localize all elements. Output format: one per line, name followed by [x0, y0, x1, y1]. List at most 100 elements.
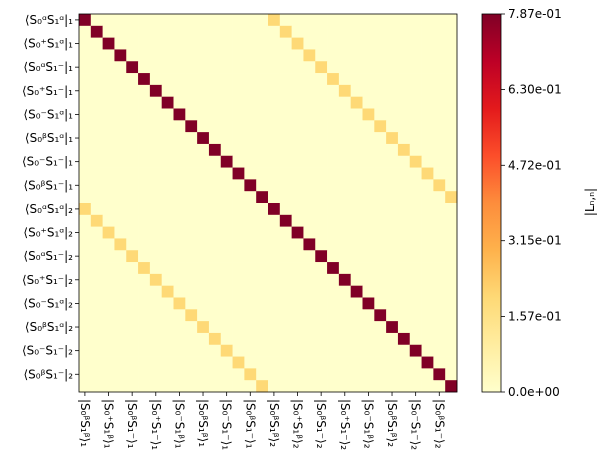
cell	[327, 250, 340, 263]
cell	[386, 167, 399, 180]
cell	[433, 120, 446, 133]
cell	[102, 203, 115, 216]
cell	[445, 143, 458, 157]
cell	[433, 25, 446, 38]
cell	[433, 179, 446, 192]
cell	[303, 49, 316, 62]
cell	[315, 96, 328, 109]
cell	[256, 273, 269, 286]
cell	[350, 356, 363, 369]
cell	[279, 179, 292, 192]
cell	[386, 226, 399, 239]
cell	[291, 61, 304, 74]
cell	[303, 14, 316, 27]
cell	[185, 155, 198, 168]
cell	[279, 238, 292, 251]
cell	[208, 226, 222, 239]
cell	[445, 108, 458, 121]
cell	[220, 380, 233, 393]
cell	[445, 84, 458, 97]
cell	[102, 368, 115, 381]
cell	[232, 143, 245, 157]
y-tick-label: ⟨S₀⁻S₁⁻|₁	[22, 155, 73, 169]
x-tick-label: |S₀⁻S₁⁻⟩₂	[409, 399, 423, 450]
cell	[374, 73, 387, 86]
cell	[90, 226, 103, 239]
cell	[421, 380, 434, 393]
cell	[409, 262, 422, 275]
cell	[232, 155, 245, 168]
cell	[161, 61, 174, 74]
cell	[208, 96, 222, 109]
cell	[315, 309, 328, 322]
cell	[397, 238, 411, 251]
cell	[445, 167, 458, 180]
cell	[386, 49, 399, 62]
cell	[126, 179, 139, 192]
cell	[161, 108, 174, 121]
cell	[149, 226, 162, 239]
cell	[161, 273, 174, 286]
cell	[161, 96, 174, 109]
cell	[374, 214, 387, 227]
cell	[256, 368, 269, 381]
cell	[338, 49, 351, 62]
cell	[279, 321, 292, 334]
cell	[386, 238, 399, 251]
cell	[303, 179, 316, 192]
cell	[244, 14, 257, 27]
cell	[291, 214, 304, 227]
cell	[409, 297, 422, 310]
cell	[256, 49, 269, 62]
cell	[374, 262, 387, 275]
cell	[244, 285, 257, 298]
cell	[327, 155, 340, 168]
cell	[90, 167, 103, 180]
cell	[445, 49, 458, 62]
cell	[256, 191, 269, 204]
colorbar-tick-label: 6.30e-01	[508, 82, 562, 96]
cell	[126, 61, 139, 74]
cell	[327, 191, 340, 204]
cell	[185, 321, 198, 334]
cell	[79, 285, 92, 298]
cell	[138, 356, 151, 369]
cell	[149, 297, 162, 310]
cell	[138, 285, 151, 298]
cell	[421, 273, 434, 286]
cell	[114, 108, 127, 121]
cell	[386, 84, 399, 97]
cell	[173, 262, 186, 275]
cell	[303, 321, 316, 334]
cell	[291, 143, 304, 157]
cell	[315, 321, 328, 334]
cell	[268, 380, 281, 393]
cell	[291, 368, 304, 381]
cell	[303, 37, 316, 50]
cell	[114, 332, 127, 346]
cell	[185, 191, 198, 204]
cell	[244, 356, 257, 369]
cell	[114, 238, 127, 251]
cell	[138, 203, 151, 216]
cell	[315, 61, 328, 74]
cell	[362, 321, 375, 334]
cell	[386, 214, 399, 227]
cell	[303, 155, 316, 168]
cell	[232, 368, 245, 381]
cell	[386, 344, 399, 357]
cell	[220, 96, 233, 109]
cell	[386, 108, 399, 121]
cell	[409, 309, 422, 322]
cell	[362, 14, 375, 27]
cell	[303, 262, 316, 275]
cell	[421, 73, 434, 86]
cell	[350, 214, 363, 227]
cell	[79, 61, 92, 74]
cell	[397, 25, 411, 38]
cell	[268, 262, 281, 275]
cell	[102, 262, 115, 275]
cell	[161, 167, 174, 180]
cell	[114, 262, 127, 275]
cell	[149, 73, 162, 86]
